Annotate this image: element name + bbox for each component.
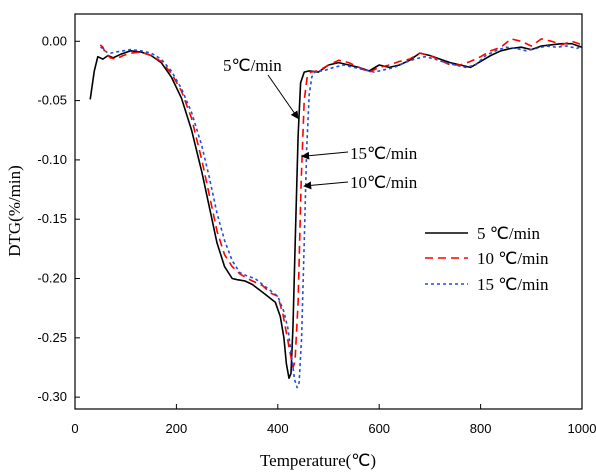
plot-area bbox=[75, 14, 582, 409]
x-tick-label: 600 bbox=[368, 421, 390, 436]
series-line-2 bbox=[99, 38, 583, 369]
annotation-label-1: 5℃/min bbox=[223, 56, 282, 75]
y-tick-label: -0.30 bbox=[37, 389, 67, 404]
x-tick-label: 0 bbox=[71, 421, 78, 436]
y-axis-title: DTG(%/min) bbox=[5, 165, 24, 257]
y-tick-label: -0.10 bbox=[37, 152, 67, 167]
series-layer bbox=[89, 38, 583, 389]
x-tick-label: 400 bbox=[267, 421, 289, 436]
plot-frame bbox=[74, 13, 583, 410]
x-tick-label: 1000 bbox=[568, 421, 596, 436]
annotation-arrow-3 bbox=[303, 181, 349, 190]
annotation-label-3: 10℃/min bbox=[350, 173, 418, 192]
legend: 5 ℃/min 10 ℃/min 15 ℃/min bbox=[425, 224, 549, 294]
y-tick-label: -0.05 bbox=[37, 93, 67, 108]
y-tick-label: -0.20 bbox=[37, 271, 67, 286]
annotation-layer: 5℃/min 15℃/min 10℃/min bbox=[223, 56, 418, 192]
y-tick-label: 0.00 bbox=[42, 33, 67, 48]
legend-label-2: 10 ℃/min bbox=[477, 249, 549, 268]
y-tick-label: -0.15 bbox=[37, 211, 67, 226]
x-tick-label: 800 bbox=[470, 421, 492, 436]
annotation-arrow-1 bbox=[267, 74, 299, 120]
legend-label-1: 5 ℃/min bbox=[477, 224, 541, 243]
annotation-arrow-2 bbox=[301, 151, 349, 160]
y-tick-label: -0.25 bbox=[37, 330, 67, 345]
legend-label-3: 15 ℃/min bbox=[477, 275, 549, 294]
x-tick-label: 200 bbox=[166, 421, 188, 436]
x-axis-title: Temperature(℃) bbox=[260, 451, 376, 470]
axis-layer: 0 200 400 600 800 1000 0.00 -0.05 -0.10 -0.15 -0.2… bbox=[37, 33, 596, 436]
annotation-label-2: 15℃/min bbox=[350, 144, 418, 163]
